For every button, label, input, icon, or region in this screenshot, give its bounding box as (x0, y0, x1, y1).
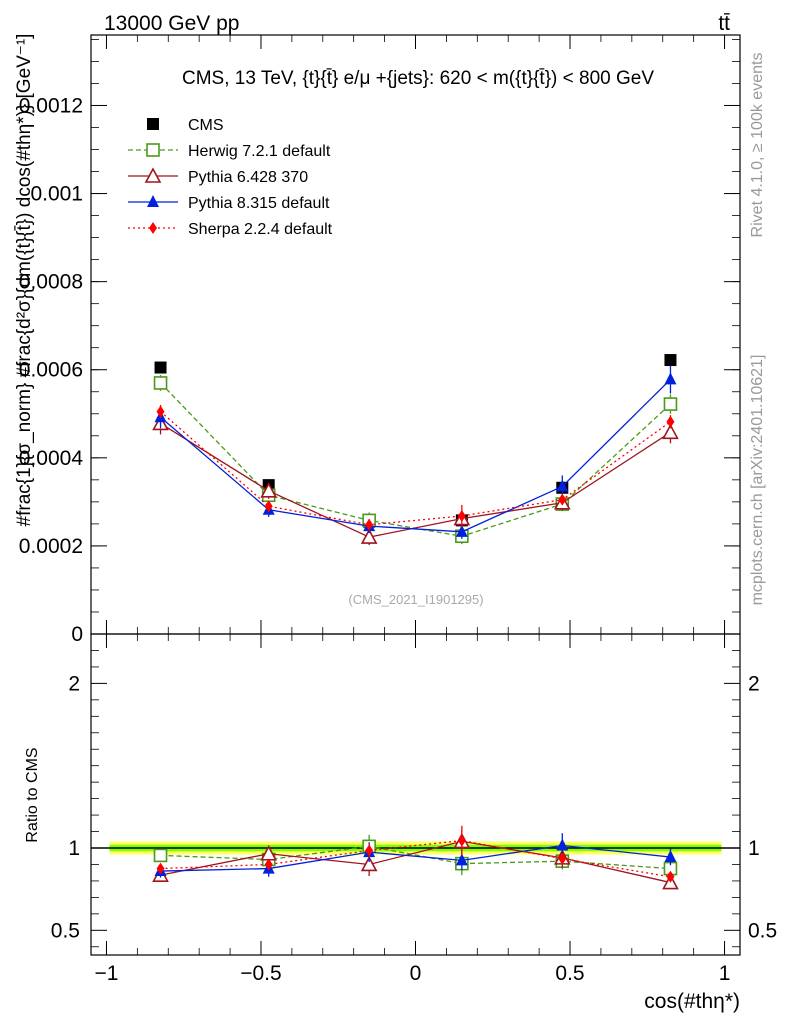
ratio-point-pythia-8-315-default (455, 853, 468, 866)
ratio-point-sherpa-2-2-4-default (666, 870, 675, 883)
ratio-point-sherpa-2-2-4-default (365, 844, 374, 857)
ratio-line-pythia-6-428-370 (160, 840, 671, 884)
legend-label-pythia-8-315-default: Pythia 8.315 default (188, 195, 330, 212)
ratio-point-sherpa-2-2-4-default (264, 858, 273, 871)
ratio-tick-label-right: 0.5 (748, 919, 777, 942)
data-point-pythia-8-315-default (664, 372, 677, 385)
ratio-tick-label-right: 2 (748, 672, 760, 695)
data-point-pythia-8-315-default (455, 524, 468, 537)
series-line-herwig-7-2-1-default (160, 382, 671, 537)
data-point-cms (664, 354, 677, 367)
data-point-sherpa-2-2-4-default (365, 518, 374, 531)
ratio-point-pythia-6-428-370 (360, 855, 378, 872)
y-tick-label: 0 (71, 623, 83, 646)
y-tick-label: 0.0004 (19, 447, 84, 470)
ratio-point-sherpa-2-2-4-default (558, 852, 567, 865)
series-line-sherpa-2-2-4-default (160, 411, 671, 526)
x-tick-label: −0.5 (240, 962, 281, 985)
legend-label-pythia-6-428-370: Pythia 6.428 370 (188, 169, 308, 186)
data-point-cms (154, 361, 167, 374)
data-point-pythia-8-315-default (556, 479, 569, 492)
ratio-line-pythia-8-315-default (160, 844, 671, 872)
legend-label-herwig-7-2-1-default: Herwig 7.2.1 default (188, 143, 331, 160)
x-tick-label: −1 (94, 962, 118, 985)
series-line-pythia-8-315-default (160, 378, 671, 533)
legend-label-sherpa-2-2-4-default: Sherpa 2.2.4 default (188, 221, 333, 238)
legend-marker-cms (147, 118, 159, 130)
ratio-line-herwig-7-2-1-default (160, 845, 671, 870)
ratio-point-pythia-8-315-default (664, 850, 677, 863)
rivet-version-label: Rivet 4.1.0, ≥ 100k events (749, 53, 766, 238)
chart-title: CMS, 13 TeV, {t}{t̄} e/μ +{jets}: 620 < … (182, 68, 654, 89)
x-tick-label: 0.5 (555, 962, 584, 985)
legend-marker-pythia-6-428-370 (144, 167, 162, 183)
ratio-line-sherpa-2-2-4-default (160, 839, 671, 878)
ratio-point-sherpa-2-2-4-default (457, 834, 466, 847)
mcplots-label: mcplots.cern.ch [arXiv:2401.10621] (749, 355, 766, 606)
y-tick-label: 0.0002 (19, 535, 83, 558)
process-label: 13000 GeV pp (104, 12, 239, 35)
ratio-plot-frame (90, 633, 741, 956)
data-point-sherpa-2-2-4-default (558, 493, 567, 506)
legend-marker-pythia-8-315-default (147, 195, 159, 207)
data-point-sherpa-2-2-4-default (666, 415, 675, 428)
ratio-tick-label-left: 2 (68, 672, 80, 695)
y-tick-label: 0.001 (30, 183, 83, 206)
data-point-pythia-6-428-370 (360, 528, 378, 544)
ratio-point-sherpa-2-2-4-default (156, 862, 165, 875)
ratio-tick-label-left: 1 (68, 837, 80, 860)
ratio-tick-label-left: 0.5 (51, 919, 80, 942)
analysis-watermark: (CMS_2021_I1901295) (348, 592, 483, 607)
ratio-point-pythia-8-315-default (556, 838, 569, 851)
data-point-pythia-6-428-370 (662, 423, 679, 440)
data-point-sherpa-2-2-4-default (457, 509, 466, 522)
x-axis-label: cos(#thη*) (644, 990, 740, 1013)
ratio-axis-label: Ratio to CMS (24, 747, 41, 842)
legend-marker-sherpa-2-2-4-default (149, 222, 157, 234)
data-point-sherpa-2-2-4-default (156, 405, 165, 418)
ratio-point-herwig-7-2-1-default (153, 848, 168, 863)
x-tick-label: 1 (719, 962, 731, 985)
final-state-label: tt̄ (718, 12, 730, 35)
y-tick-label: 0.0012 (19, 94, 83, 117)
data-point-sherpa-2-2-4-default (264, 500, 273, 513)
legend-marker-herwig-7-2-1-default (146, 143, 160, 157)
ratio-tick-label-right: 1 (748, 837, 760, 860)
x-tick-label: 0 (410, 962, 422, 985)
y-tick-label: 0.0008 (19, 271, 83, 294)
series-line-pythia-6-428-370 (160, 422, 671, 538)
data-point-pythia-6-428-370 (260, 482, 278, 498)
y-axis-label: #frac{1}{σ_norm} #frac{d²σ}{dm({t}{t̄}) … (14, 34, 35, 527)
data-point-herwig-7-2-1-default (153, 376, 168, 390)
legend-label-cms: CMS (188, 117, 224, 134)
y-tick-label: 0.0006 (19, 359, 83, 382)
data-point-herwig-7-2-1-default (663, 397, 678, 411)
